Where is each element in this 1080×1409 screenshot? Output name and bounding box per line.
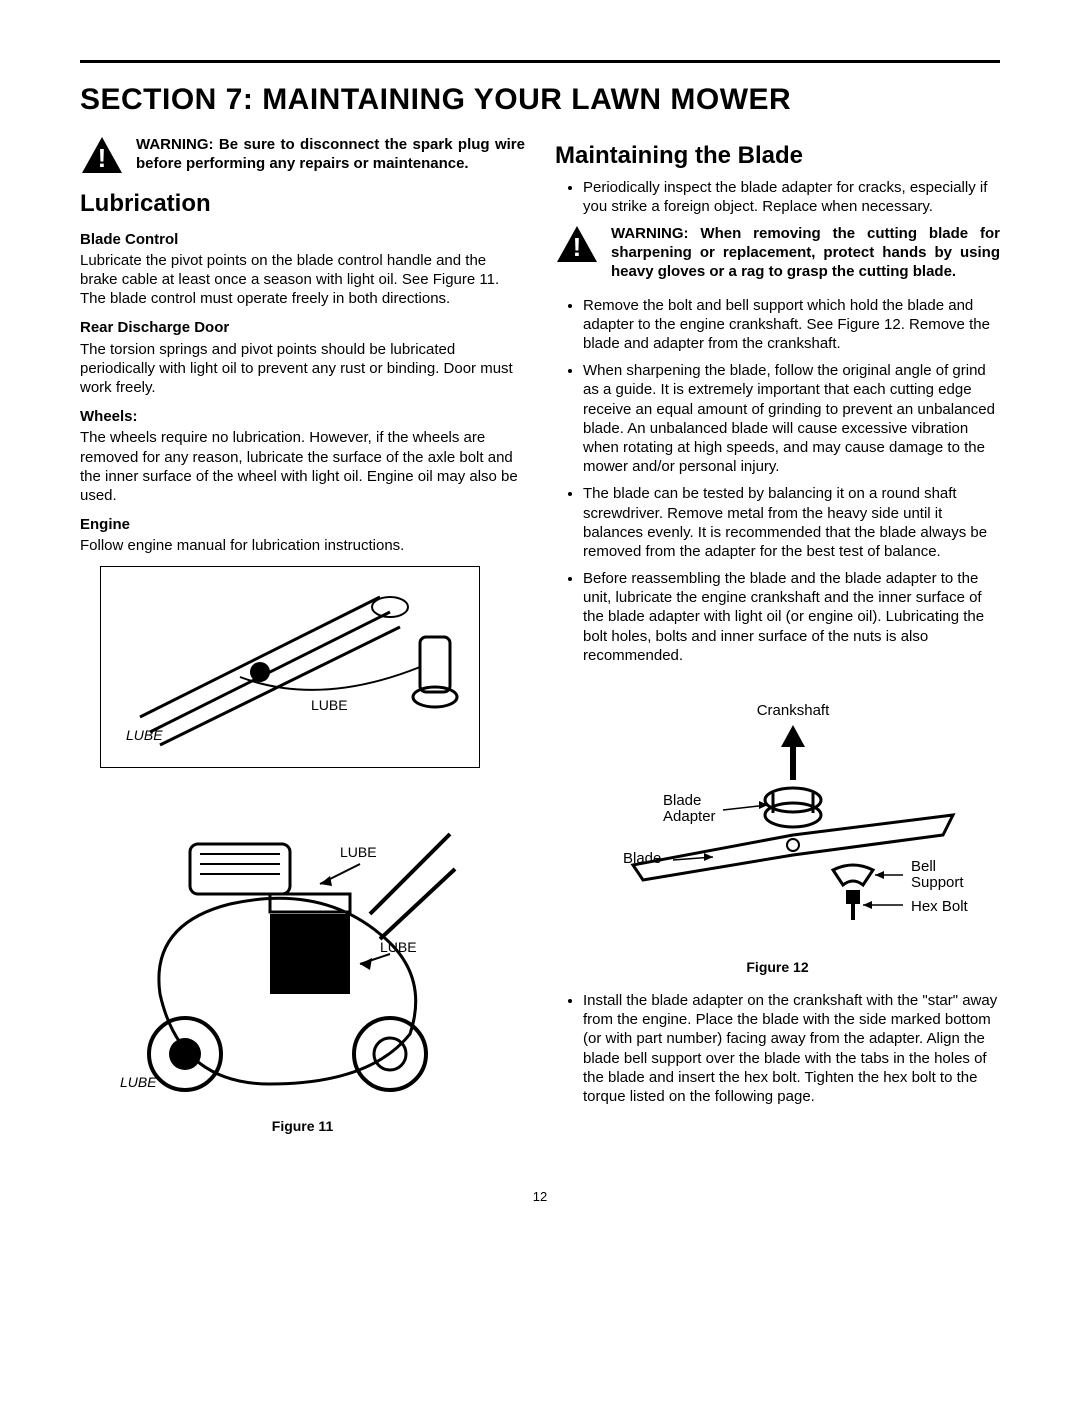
warning-triangle-icon: ! xyxy=(555,224,599,264)
handle-diagram-icon xyxy=(120,577,460,747)
install-bullet-list: Install the blade adapter on the cranksh… xyxy=(555,991,1000,1106)
warning-text-right: WARNING: When removing the cutting blade… xyxy=(611,224,1000,282)
warning-triangle-icon: ! xyxy=(80,135,124,175)
blade-adapter-label: Blade xyxy=(663,792,701,809)
bell-support-label: Bell xyxy=(911,858,936,875)
page-number: 12 xyxy=(80,1189,1000,1204)
blade-control-body: Lubricate the pivot points on the blade … xyxy=(80,251,525,309)
blade-bullet: Remove the bolt and bell support which h… xyxy=(583,296,1000,354)
crankshaft-label: Crankshaft xyxy=(756,702,829,719)
figure12-container: Crankshaft Blade Adapter Blade Bell Supp… xyxy=(563,685,993,945)
maintaining-blade-heading: Maintaining the Blade xyxy=(555,141,1000,172)
intro-bullet: Periodically inspect the blade adapter f… xyxy=(583,178,1000,216)
figure12-caption: Figure 12 xyxy=(555,959,1000,977)
two-column-layout: ! WARNING: Be sure to disconnect the spa… xyxy=(80,135,1000,1149)
figure11-bottom: LUBE LUBE LUBE xyxy=(100,784,480,1104)
blade-assembly-diagram-icon: Crankshaft Blade Adapter Blade Bell Supp… xyxy=(563,685,993,945)
svg-text:Adapter: Adapter xyxy=(663,808,716,825)
warning-text-left: WARNING: Be sure to disconnect the spark… xyxy=(136,135,525,173)
figure11-top-box: LUBE LUBE xyxy=(100,566,480,768)
blade-bullet: When sharpening the blade, follow the or… xyxy=(583,361,1000,476)
figure11-caption: Figure 11 xyxy=(80,1118,525,1136)
blade-bullet: Before reassembling the blade and the bl… xyxy=(583,569,1000,665)
svg-text:!: ! xyxy=(573,232,582,262)
figure11-container: LUBE LUBE xyxy=(100,566,480,1104)
blade-bullets: Remove the bolt and bell support which h… xyxy=(555,296,1000,665)
hex-bolt-label: Hex Bolt xyxy=(911,898,969,915)
top-rule xyxy=(80,60,1000,63)
blade-control-heading: Blade Control xyxy=(80,230,525,249)
lube-label: LUBE xyxy=(380,939,417,957)
svg-text:Support: Support xyxy=(911,874,964,891)
lube-label: LUBE xyxy=(340,844,377,862)
rear-door-heading: Rear Discharge Door xyxy=(80,318,525,337)
wheels-body: The wheels require no lubrication. Howev… xyxy=(80,428,525,505)
svg-text:!: ! xyxy=(98,143,107,173)
engine-body: Follow engine manual for lubrication ins… xyxy=(80,536,525,555)
lube-label: LUBE xyxy=(126,727,163,745)
warning-block-right: ! WARNING: When removing the cutting bla… xyxy=(555,224,1000,282)
left-column: ! WARNING: Be sure to disconnect the spa… xyxy=(80,135,525,1149)
lubrication-heading: Lubrication xyxy=(80,189,525,220)
intro-bullet-list: Periodically inspect the blade adapter f… xyxy=(555,178,1000,216)
right-column: Maintaining the Blade Periodically inspe… xyxy=(555,135,1000,1149)
blade-label: Blade xyxy=(623,850,661,867)
wheels-heading: Wheels: xyxy=(80,407,525,426)
rear-door-body: The torsion springs and pivot points sho… xyxy=(80,340,525,398)
warning-block-left: ! WARNING: Be sure to disconnect the spa… xyxy=(80,135,525,175)
lube-label: LUBE xyxy=(120,1074,157,1092)
install-bullet: Install the blade adapter on the cranksh… xyxy=(583,991,1000,1106)
section-title: SECTION 7: MAINTAINING YOUR LAWN MOWER xyxy=(80,83,1000,117)
engine-heading: Engine xyxy=(80,515,525,534)
blade-bullet: The blade can be tested by balancing it … xyxy=(583,484,1000,561)
lube-label: LUBE xyxy=(311,697,348,715)
